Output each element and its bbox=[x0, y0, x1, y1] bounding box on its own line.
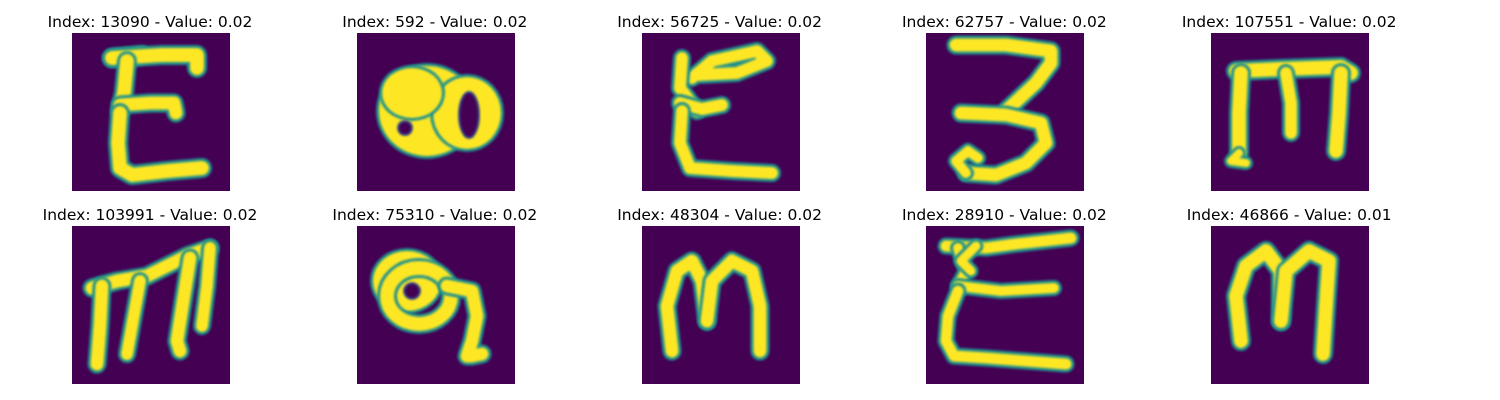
image-panel: Index: 107551 - Value: 0.02 bbox=[1139, 10, 1439, 200]
image-panel: Index: 75310 - Value: 0.02 bbox=[285, 203, 585, 393]
character-image bbox=[926, 33, 1085, 191]
panel-title: Index: 62757 - Value: 0.02 bbox=[901, 13, 1107, 31]
panel-title: Index: 48304 - Value: 0.02 bbox=[617, 206, 822, 224]
character-image bbox=[356, 33, 515, 191]
panel-title: Index: 46866 - Value: 0.01 bbox=[1186, 206, 1392, 224]
image-panel: Index: 28910 - Value: 0.02 bbox=[854, 203, 1154, 393]
image-panel: Index: 592 - Value: 0.02 bbox=[285, 10, 585, 200]
character-image bbox=[1211, 33, 1370, 191]
image-panel: Index: 56725 - Value: 0.02 bbox=[570, 10, 870, 200]
image-panel: Index: 103991 - Value: 0.02 bbox=[0, 203, 300, 393]
panel-title: Index: 75310 - Value: 0.02 bbox=[332, 206, 538, 224]
panel-title: Index: 28910 - Value: 0.02 bbox=[901, 206, 1107, 224]
character-image bbox=[641, 33, 800, 191]
character-image bbox=[356, 226, 515, 384]
image-panel: Index: 13090 - Value: 0.02 bbox=[0, 10, 300, 200]
panel-title: Index: 13090 - Value: 0.02 bbox=[47, 13, 253, 31]
image-panel: Index: 48304 - Value: 0.02 bbox=[570, 203, 870, 393]
panel-title: Index: 103991 - Value: 0.02 bbox=[42, 206, 258, 224]
character-image bbox=[926, 226, 1085, 384]
character-image bbox=[1211, 226, 1370, 384]
character-image bbox=[72, 33, 230, 191]
image-panel: Index: 62757 - Value: 0.02 bbox=[854, 10, 1154, 200]
panel-title: Index: 107551 - Value: 0.02 bbox=[1181, 13, 1397, 31]
panel-title: Index: 592 - Value: 0.02 bbox=[342, 13, 528, 31]
character-image bbox=[641, 226, 800, 384]
image-panel: Index: 46866 - Value: 0.01 bbox=[1139, 203, 1439, 393]
character-image bbox=[72, 226, 230, 384]
panel-title: Index: 56725 - Value: 0.02 bbox=[617, 13, 822, 31]
